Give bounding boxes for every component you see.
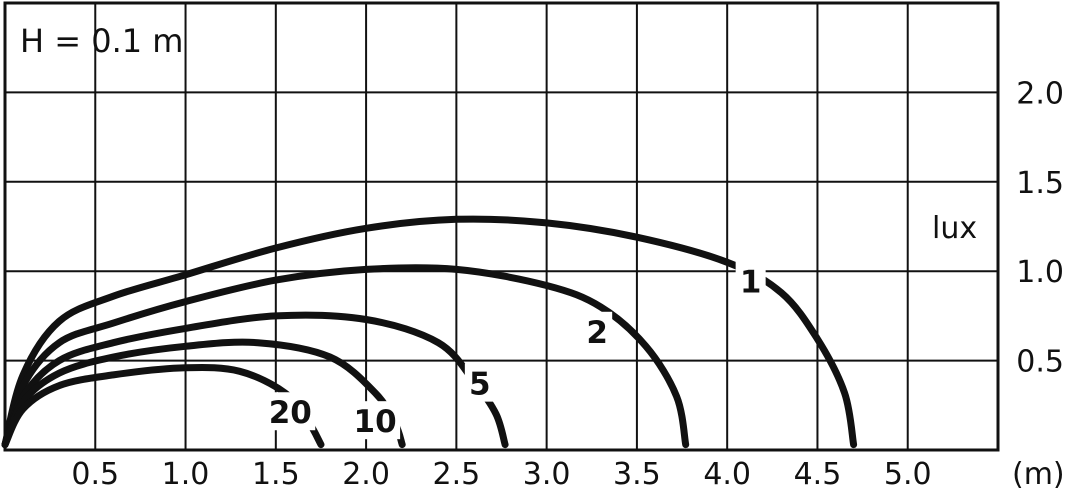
x-tick-label: 0.5	[71, 457, 119, 492]
grid	[3, 1, 1000, 452]
curve-label-1: 1	[740, 265, 762, 301]
x-tick-label: 5.0	[884, 457, 932, 492]
x-tick-label: 4.5	[794, 457, 842, 492]
y-tick-label: 1.0	[1016, 255, 1064, 290]
x-tick-label: 3.0	[523, 457, 571, 492]
plot-frame	[3, 1, 1000, 452]
curve-label-10: 10	[354, 404, 397, 440]
curve-label-20: 20	[269, 395, 312, 431]
y-tick-label: 0.5	[1016, 345, 1064, 380]
curve-label-bg	[582, 311, 613, 350]
y-tick-labels: 0.5 1.0 1.5 2.0	[1016, 76, 1064, 379]
x-tick-label: 1.0	[162, 457, 210, 492]
curve-2	[1, 264, 690, 449]
x-axis-label: (m)	[1012, 457, 1065, 492]
curve-label-bg	[350, 401, 401, 440]
curve-label-bg	[464, 363, 495, 402]
curve-label-bg	[735, 261, 766, 300]
curve-label-2: 2	[586, 315, 608, 351]
y-axis-label: lux	[932, 211, 977, 246]
curve-1	[1, 215, 858, 449]
x-tick-labels: 0.5 1.0 1.5 2.0 2.5 3.0 3.5 4.0 4.5 5.0	[71, 457, 931, 492]
x-tick-label: 2.0	[342, 457, 390, 492]
y-tick-label: 2.0	[1016, 76, 1064, 111]
y-tick-label: 1.5	[1016, 166, 1064, 201]
x-tick-label: 3.5	[613, 457, 661, 492]
x-tick-label: 4.0	[703, 457, 751, 492]
chart-title: H = 0.1 m	[20, 22, 183, 60]
curve-label-5: 5	[469, 367, 491, 403]
x-tick-label: 2.5	[433, 457, 481, 492]
curve-label-bg	[265, 392, 316, 431]
curve-labels: 1 2 5 10 20	[265, 261, 766, 440]
x-tick-label: 1.5	[252, 457, 300, 492]
